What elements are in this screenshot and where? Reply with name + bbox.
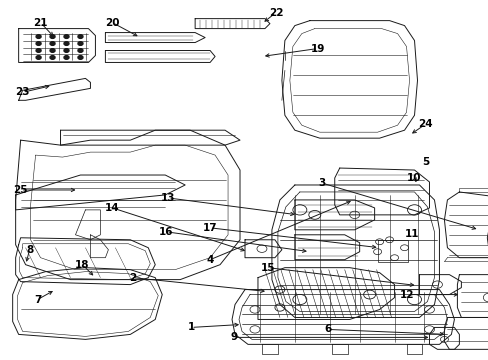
Polygon shape <box>334 168 428 215</box>
Text: 25: 25 <box>13 185 28 195</box>
Circle shape <box>64 35 69 39</box>
Text: 19: 19 <box>310 44 325 54</box>
Polygon shape <box>232 289 453 345</box>
Polygon shape <box>419 275 461 294</box>
Text: 7: 7 <box>34 294 41 305</box>
Text: 15: 15 <box>260 263 275 273</box>
Circle shape <box>50 56 55 59</box>
Text: 11: 11 <box>405 229 419 239</box>
Text: 14: 14 <box>105 203 120 213</box>
Polygon shape <box>90 235 108 258</box>
Text: 1: 1 <box>187 323 194 332</box>
Text: 16: 16 <box>159 227 173 237</box>
Polygon shape <box>195 19 269 28</box>
Polygon shape <box>16 238 155 285</box>
Text: 24: 24 <box>417 119 432 129</box>
Polygon shape <box>105 32 204 42</box>
Circle shape <box>64 49 69 52</box>
Polygon shape <box>458 188 488 192</box>
Circle shape <box>78 56 83 59</box>
Polygon shape <box>19 78 90 100</box>
Circle shape <box>36 49 41 52</box>
Polygon shape <box>406 345 422 354</box>
Text: 10: 10 <box>407 173 421 183</box>
Polygon shape <box>61 130 240 145</box>
Circle shape <box>78 42 83 45</box>
Circle shape <box>64 42 69 45</box>
Text: 9: 9 <box>230 332 237 342</box>
Text: 17: 17 <box>203 223 217 233</box>
Circle shape <box>78 35 83 39</box>
Text: 13: 13 <box>161 193 175 203</box>
Text: 12: 12 <box>400 289 414 300</box>
Text: 8: 8 <box>26 245 33 255</box>
Polygon shape <box>75 210 100 240</box>
Polygon shape <box>262 345 277 354</box>
Polygon shape <box>331 345 347 354</box>
Polygon shape <box>258 268 394 319</box>
Polygon shape <box>444 192 488 258</box>
Circle shape <box>64 56 69 59</box>
Circle shape <box>36 35 41 39</box>
Text: 20: 20 <box>105 18 120 28</box>
Polygon shape <box>13 268 162 339</box>
Polygon shape <box>444 258 488 262</box>
Text: 3: 3 <box>318 178 325 188</box>
Polygon shape <box>444 318 488 349</box>
Text: 6: 6 <box>324 324 331 334</box>
Polygon shape <box>244 240 281 258</box>
Polygon shape <box>16 175 185 210</box>
Text: 2: 2 <box>128 273 136 283</box>
Text: 22: 22 <box>268 8 283 18</box>
Polygon shape <box>16 130 240 280</box>
Text: 23: 23 <box>15 87 30 97</box>
Circle shape <box>50 35 55 39</box>
Polygon shape <box>294 235 359 260</box>
Polygon shape <box>487 228 488 258</box>
Polygon shape <box>105 50 215 62</box>
Circle shape <box>36 42 41 45</box>
Polygon shape <box>428 328 458 349</box>
Text: 21: 21 <box>33 18 48 28</box>
Text: 4: 4 <box>206 255 213 265</box>
Circle shape <box>36 56 41 59</box>
Polygon shape <box>281 21 417 138</box>
Circle shape <box>78 49 83 52</box>
Polygon shape <box>19 28 95 62</box>
Text: 18: 18 <box>75 260 89 270</box>
Circle shape <box>50 42 55 45</box>
Polygon shape <box>456 275 488 318</box>
Polygon shape <box>294 200 374 230</box>
Polygon shape <box>271 185 439 318</box>
Text: 5: 5 <box>421 157 428 167</box>
Circle shape <box>50 49 55 52</box>
